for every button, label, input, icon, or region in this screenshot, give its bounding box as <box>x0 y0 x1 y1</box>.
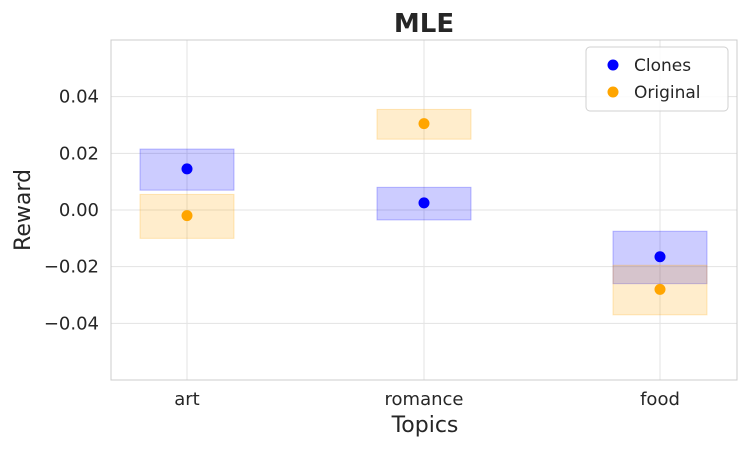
clones-point-food <box>654 251 666 263</box>
y-tick-label: 0.02 <box>59 143 99 164</box>
plot-frame <box>110 39 738 381</box>
clones-point-romance <box>418 197 430 209</box>
original-point-food <box>654 283 666 295</box>
y-axis-label: Reward <box>11 169 36 251</box>
x-tick-label-romance: romance <box>385 389 464 410</box>
original-point-romance <box>418 118 430 130</box>
y-tick-label: −0.04 <box>44 313 99 334</box>
points <box>181 118 666 295</box>
y-tick-label: 0.04 <box>59 87 99 108</box>
x-ticks: art romance food <box>174 389 680 410</box>
clones-point-art <box>181 163 193 175</box>
legend-marker-clones <box>607 59 619 71</box>
x-tick-label-food: food <box>640 389 680 410</box>
x-tick-label-art: art <box>174 389 200 410</box>
legend-marker-original <box>607 86 619 98</box>
y-ticks: 0.04 0.02 0.00 −0.02 −0.04 <box>44 87 99 335</box>
y-tick-label: −0.02 <box>44 257 99 278</box>
legend-label-clones: Clones <box>634 56 691 76</box>
chart-title: MLE <box>394 9 454 39</box>
original-point-art <box>181 210 193 222</box>
legend-box <box>585 46 729 112</box>
legend-label-original: Original <box>634 83 701 103</box>
x-axis-label: Topics <box>391 413 459 438</box>
legend: Clones Original <box>585 46 729 112</box>
y-tick-label: 0.00 <box>59 200 99 221</box>
